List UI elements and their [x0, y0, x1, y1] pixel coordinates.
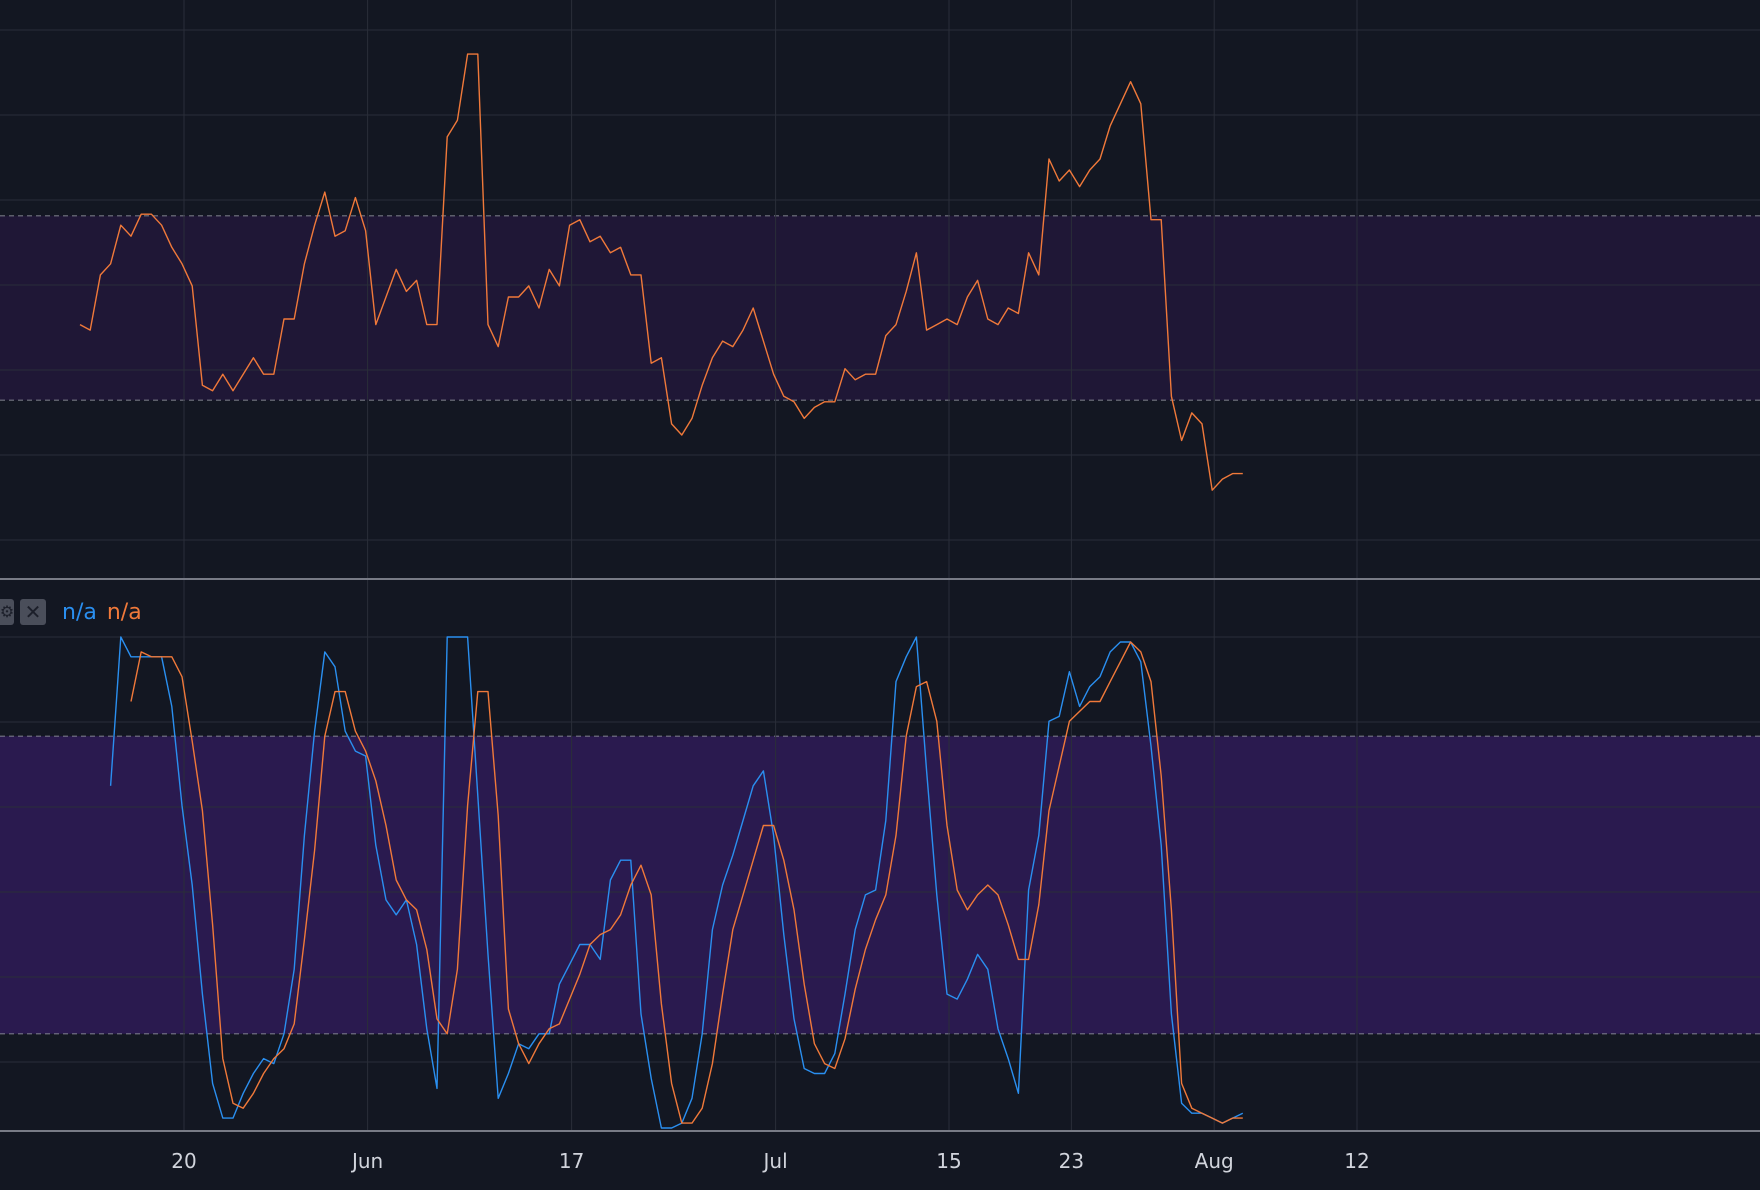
indicator-legend: ⚙ ✕ n/a n/a	[0, 597, 142, 627]
x-tick-label: Aug	[1195, 1149, 1234, 1173]
gear-glyph: ⚙	[0, 602, 15, 621]
close-icon[interactable]: ✕	[20, 599, 46, 625]
pane-2-series-1-line	[109, 636, 1244, 1129]
close-glyph: ✕	[24, 600, 42, 624]
pane-1-band	[0, 215, 1760, 401]
pane-1-series-1-line	[79, 53, 1243, 491]
x-tick-label: 23	[1059, 1149, 1084, 1173]
x-tick-label: 15	[936, 1149, 961, 1173]
gear-icon[interactable]: ⚙	[0, 599, 14, 625]
x-tick-label: Jun	[350, 1149, 383, 1173]
x-tick-label: Jul	[762, 1149, 788, 1173]
x-tick-label: 12	[1344, 1149, 1369, 1173]
legend-value-d: n/a	[106, 599, 142, 625]
x-tick-label: 17	[559, 1149, 584, 1173]
pane-2-series-2-line	[130, 641, 1243, 1124]
x-tick-label: 20	[171, 1149, 196, 1173]
pane-2-band	[0, 736, 1760, 1034]
legend-value-k: n/a	[62, 599, 97, 625]
